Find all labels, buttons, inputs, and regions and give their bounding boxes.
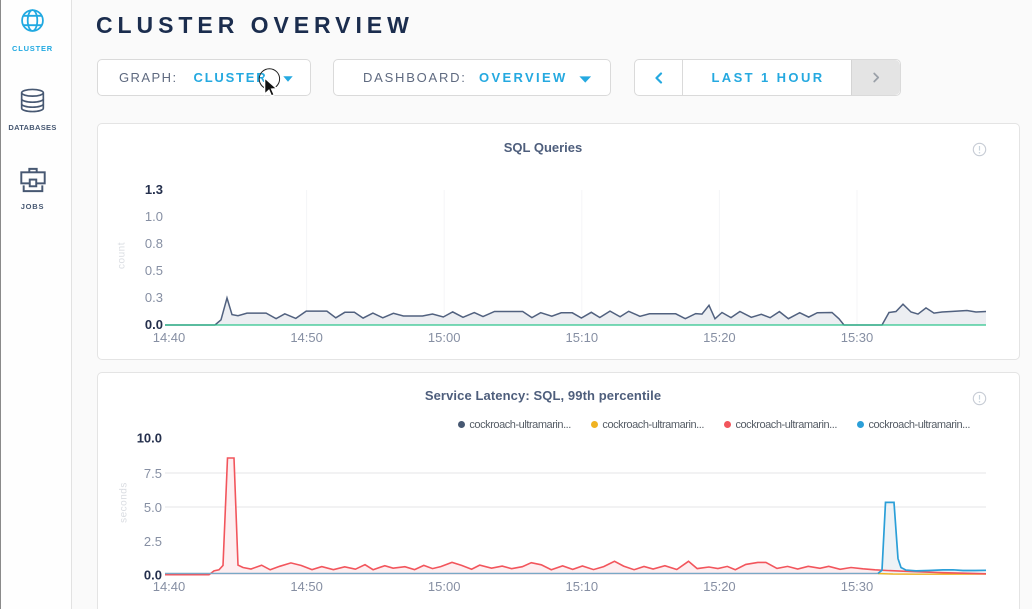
svg-text:1.3: 1.3 bbox=[145, 182, 163, 197]
svg-text:15:20: 15:20 bbox=[703, 330, 736, 345]
svg-text:15:20: 15:20 bbox=[703, 579, 736, 594]
svg-text:15:00: 15:00 bbox=[428, 579, 461, 594]
svg-text:5.0: 5.0 bbox=[144, 500, 162, 515]
svg-text:14:40: 14:40 bbox=[153, 330, 186, 345]
svg-text:7.5: 7.5 bbox=[144, 466, 162, 481]
svg-text:14:40: 14:40 bbox=[153, 579, 186, 594]
svg-text:2.5: 2.5 bbox=[144, 534, 162, 549]
svg-text:0.5: 0.5 bbox=[145, 263, 163, 278]
svg-text:15:10: 15:10 bbox=[566, 330, 599, 345]
svg-text:0.0: 0.0 bbox=[144, 568, 162, 583]
svg-text:0.8: 0.8 bbox=[145, 236, 163, 251]
svg-text:15:30: 15:30 bbox=[841, 579, 874, 594]
svg-text:10.0: 10.0 bbox=[137, 431, 162, 446]
svg-text:1.0: 1.0 bbox=[145, 209, 163, 224]
svg-text:15:30: 15:30 bbox=[841, 330, 874, 345]
svg-text:0.0: 0.0 bbox=[145, 317, 163, 332]
svg-text:14:50: 14:50 bbox=[290, 579, 323, 594]
svg-text:15:10: 15:10 bbox=[566, 579, 599, 594]
svg-text:0.3: 0.3 bbox=[145, 290, 163, 305]
svg-text:15:00: 15:00 bbox=[428, 330, 461, 345]
svg-text:14:50: 14:50 bbox=[290, 330, 323, 345]
